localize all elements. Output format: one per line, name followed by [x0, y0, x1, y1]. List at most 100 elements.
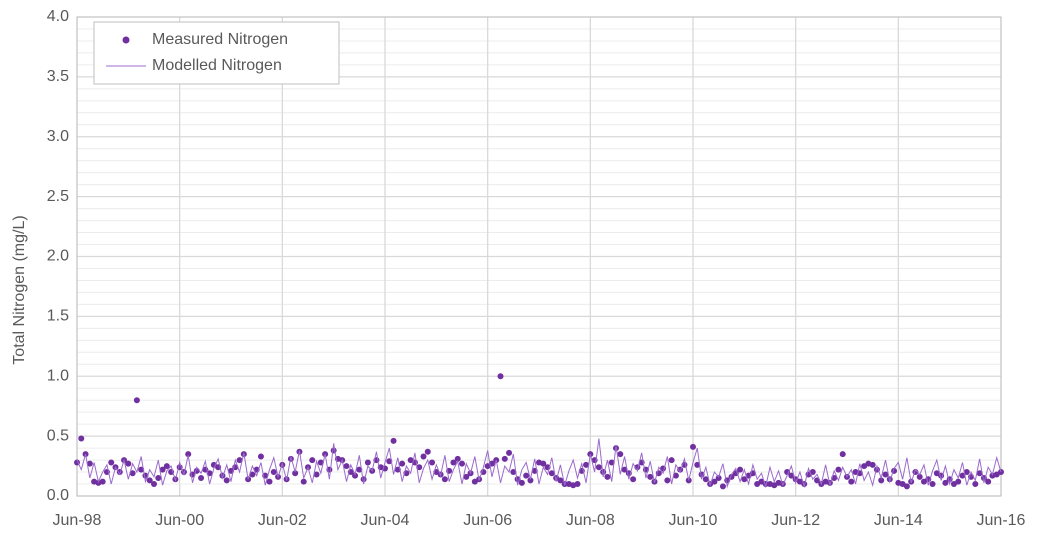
measured-point: [266, 478, 273, 485]
measured-point: [309, 457, 316, 464]
modelled-line: [76, 438, 1002, 489]
y-tick-label: 3.0: [47, 128, 69, 145]
measured-point: [317, 459, 324, 466]
measured-point: [108, 459, 115, 466]
measured-point: [630, 476, 637, 483]
measured-point: [416, 464, 423, 471]
measured-point: [583, 461, 590, 468]
measured-point: [146, 477, 153, 484]
y-tick-label: 4.0: [47, 8, 69, 25]
measured-point: [257, 453, 264, 460]
legend-swatch: [122, 36, 130, 44]
x-tick-label: Jun-02: [258, 512, 307, 529]
measured-point: [459, 460, 465, 467]
measured-point: [809, 469, 816, 476]
measured-point: [976, 470, 983, 477]
measured-point: [249, 471, 256, 478]
y-tick-label: 1.5: [47, 308, 69, 325]
x-tick-label: Jun-08: [566, 512, 615, 529]
measured-point: [330, 447, 337, 454]
x-tick-label: Jun-06: [463, 512, 512, 529]
measured-point: [523, 472, 530, 479]
measured-point: [741, 476, 748, 483]
measured-point: [784, 469, 791, 476]
measured-point: [916, 473, 923, 480]
measured-point: [557, 477, 564, 484]
measured-point: [497, 373, 504, 380]
y-tick-label: 0.5: [47, 427, 69, 444]
measured-point: [672, 472, 679, 479]
legend-label: Modelled Nitrogen: [152, 57, 282, 74]
measured-point: [78, 435, 85, 442]
measured-point: [963, 469, 970, 476]
y-tick-label: 3.5: [47, 68, 69, 85]
legend-box: [93, 21, 340, 85]
measured-point: [574, 481, 581, 488]
x-tick-label: Jun-16: [977, 512, 1026, 529]
measured-point: [292, 470, 299, 477]
measured-point: [882, 471, 889, 478]
measured-point: [133, 397, 140, 404]
measured-point: [125, 460, 132, 467]
measured-point: [236, 457, 243, 464]
measured-point: [518, 479, 525, 486]
measured-point: [510, 469, 517, 476]
measured-point: [450, 459, 457, 466]
measured-point: [719, 483, 726, 490]
measured-point: [163, 463, 170, 470]
plot-border: [76, 16, 1002, 497]
measured-point: [835, 466, 842, 473]
y-tick-label: 2.5: [47, 188, 69, 205]
measured-point: [129, 470, 136, 477]
measured-point: [399, 460, 406, 467]
measured-point: [99, 478, 106, 485]
measured-point: [441, 476, 448, 483]
measured-point: [972, 481, 979, 488]
measured-point: [527, 477, 534, 484]
x-tick-label: Jun-14: [874, 512, 923, 529]
measured-point: [929, 481, 936, 488]
measured-point: [647, 473, 654, 480]
measured-point: [608, 459, 615, 466]
measured-point: [420, 453, 427, 460]
legend-label: Measured Nitrogen: [152, 31, 288, 48]
measured-point: [848, 478, 855, 485]
measured-point: [300, 478, 307, 485]
measured-point: [155, 475, 162, 482]
measured-point: [788, 472, 795, 479]
measured-point: [715, 475, 722, 482]
measured-point: [270, 469, 277, 476]
measured-point: [548, 470, 555, 477]
measured-point: [454, 455, 461, 462]
measured-point: [839, 451, 846, 458]
measured-point: [390, 437, 397, 444]
measured-point: [694, 461, 701, 468]
measured-point: [506, 449, 513, 456]
measured-point: [664, 477, 671, 484]
measured-point: [424, 448, 431, 455]
measured-point: [501, 455, 508, 462]
measured-point: [668, 457, 675, 464]
y-axis-label: Total Nitrogen (mg/L): [11, 215, 28, 364]
measured-point: [540, 460, 547, 467]
y-tick-label: 2.0: [47, 248, 69, 265]
measured-point: [942, 479, 949, 486]
x-tick-label: Jun-10: [669, 512, 718, 529]
measured-point: [869, 461, 876, 468]
measured-point: [151, 481, 157, 488]
measured-point: [595, 464, 602, 471]
measured-point: [737, 466, 744, 473]
measured-point: [702, 476, 709, 483]
measured-point: [621, 466, 628, 473]
measured-point: [86, 460, 93, 467]
measured-point: [159, 466, 166, 473]
measured-point: [959, 472, 966, 479]
x-tick-label: Jun-00: [155, 512, 204, 529]
measured-point: [955, 478, 962, 485]
measured-point: [429, 459, 436, 466]
x-tick-label: Jun-98: [53, 512, 102, 529]
measured-point: [198, 475, 205, 482]
measured-point: [185, 451, 192, 458]
measured-point: [223, 477, 230, 484]
measured-point: [903, 483, 910, 490]
